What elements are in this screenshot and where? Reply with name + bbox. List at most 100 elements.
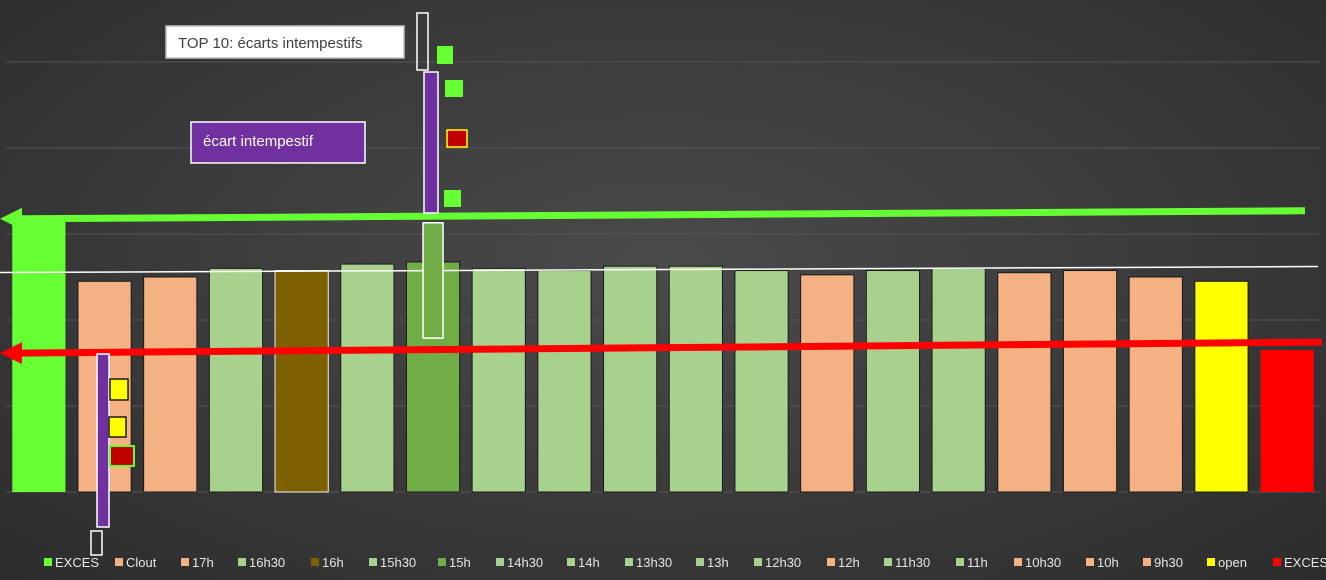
top10-box	[165, 25, 405, 59]
red-arrow-line	[17, 338, 1323, 357]
legend-label: 12h30	[765, 555, 801, 570]
reference-line	[0, 265, 1319, 274]
legend-swatch	[44, 558, 52, 566]
legend-label: 13h30	[636, 555, 672, 570]
green-square	[444, 190, 461, 207]
legend-item-12h30: 12h30	[754, 555, 801, 570]
legend-swatch	[567, 558, 575, 566]
legend-label: 17h	[192, 555, 214, 570]
legend-label: 9h30	[1154, 555, 1183, 570]
green-arrow-head	[0, 207, 22, 230]
legend-item-17h: 17h	[181, 555, 214, 570]
bar-14h	[537, 270, 592, 493]
bar-10h30	[997, 272, 1052, 493]
top10-label: TOP 10: écarts intempestifs	[178, 35, 363, 52]
outline-marker-top	[416, 12, 429, 71]
legend-item-15h: 15h	[438, 555, 471, 570]
purple-marker-bottom	[96, 353, 110, 528]
bar-13h30	[603, 265, 658, 493]
ecart-label: écart intempestif	[203, 133, 314, 150]
bar-11h	[931, 267, 986, 493]
bar-13h	[668, 265, 723, 493]
legend-label: EXCES	[1284, 555, 1326, 570]
bar-16h30	[208, 267, 264, 493]
yellow-square	[109, 378, 129, 401]
purple-marker-top	[423, 71, 439, 214]
legend-item-13h: 13h	[696, 555, 729, 570]
legend-swatch	[1207, 558, 1215, 566]
legend-swatch	[884, 558, 892, 566]
legend-label: EXCES	[55, 555, 99, 570]
legend-item-10h30: 10h30	[1014, 555, 1061, 570]
legend-swatch	[625, 558, 633, 566]
legend-swatch	[438, 558, 446, 566]
legend-swatch	[1273, 558, 1281, 566]
bar-15h30	[340, 263, 395, 493]
bar-12h30	[734, 270, 789, 493]
legend-label: 16h30	[249, 555, 285, 570]
legend-swatch	[238, 558, 246, 566]
legend-item-11h30: 11h30	[884, 555, 930, 570]
legend-item-9h30: 9h30	[1143, 555, 1183, 570]
legend-item-exces: EXCES	[1273, 555, 1326, 570]
legend-swatch	[1014, 558, 1022, 566]
legend-item-14h: 14h	[567, 555, 600, 570]
legend: EXCES Clout 17h 16h30 16h 15h30 15h 14h30 14h 13h…	[44, 555, 1326, 570]
legend-item-clout: Clout	[115, 555, 157, 570]
legend-item-exces: EXCES	[44, 555, 99, 570]
legend-item-11h: 11h	[956, 555, 988, 570]
legend-label: 15h30	[380, 555, 416, 570]
green-square	[445, 80, 463, 97]
legend-swatch	[827, 558, 835, 566]
legend-swatch	[696, 558, 704, 566]
red-arrow-head	[0, 342, 22, 365]
legend-item-12h: 12h	[827, 555, 860, 570]
legend-label: 11h	[967, 555, 988, 570]
legend-item-15h30: 15h30	[369, 555, 416, 570]
bar-11h30	[865, 270, 921, 493]
yellow-square	[108, 416, 127, 438]
bar-open	[1194, 280, 1249, 493]
legend-label: 10h	[1097, 555, 1119, 570]
bar-12h	[800, 274, 855, 493]
legend-swatch	[369, 558, 377, 566]
outline-marker-bottom	[90, 530, 103, 556]
green-square	[437, 46, 453, 64]
legend-label: 10h30	[1025, 555, 1061, 570]
annotations: TOP 10: écarts intempestifs écart intempe…	[0, 12, 1323, 556]
legend-item-16h: 16h	[311, 555, 344, 570]
legend-swatch	[311, 558, 319, 566]
legend-item-14h30: 14h30	[496, 555, 543, 570]
legend-label: 11h30	[895, 555, 930, 570]
highlight-bar-15h	[422, 222, 444, 339]
bars	[12, 221, 1314, 493]
ecart-box	[190, 121, 366, 164]
legend-item-16h30: 16h30	[238, 555, 285, 570]
legend-swatch	[754, 558, 762, 566]
legend-label: 16h	[322, 555, 344, 570]
legend-label: 14h30	[507, 555, 543, 570]
legend-swatch	[115, 558, 123, 566]
legend-label: 15h	[449, 555, 471, 570]
legend-label: 13h	[707, 555, 729, 570]
bar-17h	[143, 276, 198, 493]
legend-swatch	[181, 558, 189, 566]
bar-16h	[274, 270, 329, 493]
legend-swatch	[1086, 558, 1094, 566]
legend-swatch	[1143, 558, 1151, 566]
bar-10h	[1062, 270, 1118, 493]
legend-item-10h: 10h	[1086, 555, 1119, 570]
red-square	[109, 445, 135, 467]
legend-label: 14h	[578, 555, 600, 570]
bar-14h30	[471, 267, 526, 493]
legend-label: Clout	[126, 555, 157, 570]
legend-swatch	[956, 558, 964, 566]
legend-item-13h30: 13h30	[625, 555, 672, 570]
green-arrow-line	[17, 207, 1306, 223]
bar-exces	[1260, 350, 1314, 492]
red-square	[446, 129, 468, 148]
bar-9h30	[1128, 276, 1183, 493]
legend-label: 12h	[838, 555, 860, 570]
legend-label: open	[1218, 555, 1247, 570]
